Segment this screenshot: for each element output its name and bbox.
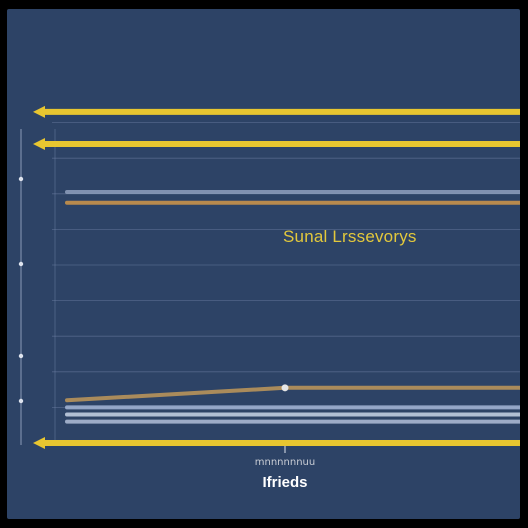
data-point-marker [281,384,289,392]
y-tick-mark [18,176,24,182]
series-arrowhead-8 [33,437,45,449]
y-axis [18,129,286,453]
x-tick-label: mnnnnnnuu [254,457,316,468]
y-tick-mark [18,398,24,404]
y-tick-mark [18,261,24,267]
series-arrowhead-1 [33,137,45,150]
chart-annotation: Sunal Lrssevorys [283,227,417,246]
series-arrowhead-0 [33,105,45,118]
line-chart [18,105,520,453]
series-group [33,105,520,449]
chart-frame: Sunal Lrssevorys mnnnnnnuu Ifrieds [7,9,520,519]
series-line-4 [65,385,520,403]
y-tick-mark [18,353,24,359]
x-axis-label: Ifrieds [262,474,308,491]
